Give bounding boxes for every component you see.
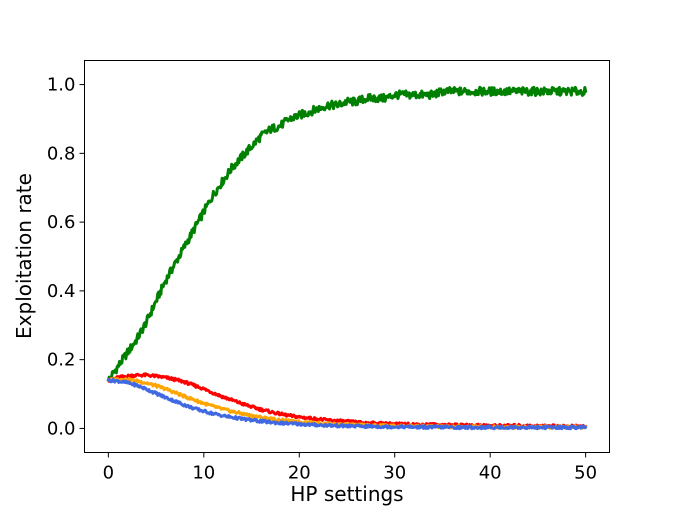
x-tick-label: 30	[383, 463, 406, 484]
series-line-1	[106, 85, 588, 382]
y-tick-label: 0.6	[47, 212, 76, 233]
plot-frame	[84, 60, 610, 453]
plot-background	[84, 60, 610, 453]
y-tick-label: 0.0	[47, 418, 76, 439]
y-axis-title: Exploitation rate	[12, 173, 36, 339]
x-tick-label: 20	[288, 463, 311, 484]
y-tick-label: 1.0	[47, 75, 76, 96]
series-layer	[106, 85, 588, 431]
y-tick-label: 0.2	[47, 350, 76, 371]
series-line-4	[106, 377, 588, 431]
x-tick-label: 50	[574, 463, 597, 484]
x-axis-title: HP settings	[290, 482, 403, 506]
x-tick-label: 10	[192, 463, 215, 484]
y-tick-label: 0.4	[47, 281, 76, 302]
x-tick-label: 40	[479, 463, 502, 484]
y-axis: 0.0 0.2 0.4 0.6 0.8 1.0	[47, 75, 85, 439]
y-tick-label: 0.8	[47, 143, 76, 164]
x-axis: 0 10 20 30 40 50	[103, 452, 597, 484]
x-tick-label: 0	[103, 463, 114, 484]
